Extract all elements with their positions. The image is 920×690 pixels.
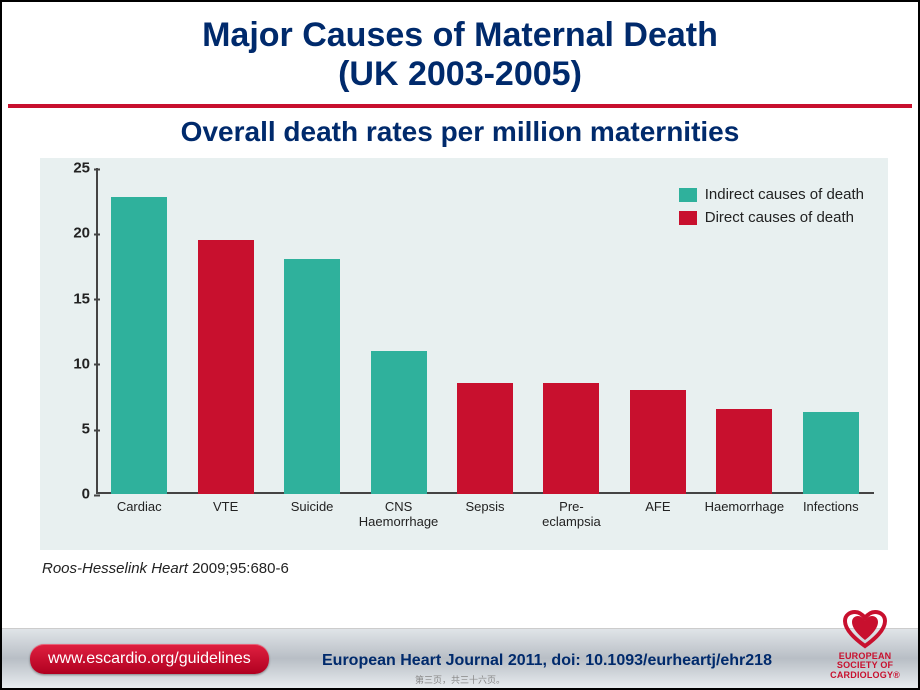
bar-chart: 0 5 10 15 20 25 CardiacVTESuicideCNSHaemorrhag… [40,158,888,550]
y-tick: 5 [60,421,90,438]
bar-pre-eclampsia [543,383,599,494]
citation: Roos-Hesselink Heart 2009;95:680-6 [42,560,918,577]
bar-sepsis [457,383,513,494]
title-divider [8,104,912,108]
slide: Major Causes of Maternal Death (UK 2003-… [2,2,918,688]
x-label: Cardiac [96,500,182,515]
legend-swatch [679,211,697,225]
bar-infections [803,412,859,494]
x-label: CNSHaemorrhage [355,500,441,530]
citation-source: Roos-Hesselink Heart [42,560,192,577]
y-tick: 20 [60,225,90,242]
y-tick: 25 [60,160,90,177]
y-tick: 15 [60,290,90,307]
y-axis [96,168,98,494]
legend-item: Indirect causes of death [679,186,864,203]
x-label: Suicide [269,500,355,515]
x-label: VTE [182,500,268,515]
bar-afe [630,390,686,494]
x-label: AFE [615,500,701,515]
bar-vte [198,240,254,494]
bar-cardiac [111,197,167,494]
x-label: Infections [788,500,874,515]
title-line-2: (UK 2003-2005) [338,55,582,93]
legend: Indirect causes of death Direct causes of… [679,186,864,232]
x-label: Pre-eclampsia [528,500,614,530]
x-label: Sepsis [442,500,528,515]
y-tick: 0 [60,486,90,503]
legend-swatch [679,188,697,202]
esc-logo: EUROPEAN SOCIETY OF CARDIOLOGY® [830,610,900,680]
legend-item: Direct causes of death [679,209,864,226]
heart-icon [841,610,889,650]
bar-suicide [284,259,340,494]
logo-text: EUROPEAN SOCIETY OF CARDIOLOGY® [830,652,900,680]
legend-label: Direct causes of death [705,209,854,226]
footer-bar: www.escardio.org/guidelines European Hea… [2,628,918,688]
y-tick: 10 [60,355,90,372]
bar-cns-haemorrhage [371,351,427,494]
citation-ref: 2009;95:680-6 [192,560,289,577]
page-note: 第三页，共三十六页。 [415,673,505,686]
guidelines-link[interactable]: www.escardio.org/guidelines [30,644,269,674]
bar-haemorrhage [716,409,772,494]
journal-ref: European Heart Journal 2011, doi: 10.109… [322,652,772,670]
chart-subtitle: Overall death rates per million maternit… [2,116,918,148]
slide-title: Major Causes of Maternal Death (UK 2003-… [2,2,918,104]
x-label: Haemorrhage [701,500,787,515]
legend-label: Indirect causes of death [705,186,864,203]
title-line-1: Major Causes of Maternal Death [202,16,718,54]
